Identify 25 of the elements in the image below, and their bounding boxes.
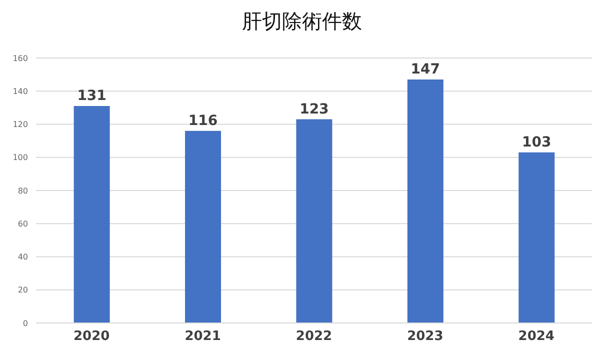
y-tick-label: 60 (18, 219, 28, 228)
x-tick-label: 2024 (518, 329, 554, 344)
y-tick-label: 80 (18, 186, 28, 196)
y-tick-label: 20 (18, 286, 28, 295)
data-label: 123 (300, 101, 329, 118)
y-tick-label: 0 (22, 318, 28, 328)
data-label: 147 (410, 62, 440, 78)
data-label: 116 (188, 112, 218, 129)
y-tick-label: 140 (12, 86, 28, 96)
data-label: 131 (77, 88, 106, 104)
y-tick-label: 120 (12, 120, 28, 130)
y-tick-label: 160 (12, 54, 28, 63)
x-tick-label: 2022 (296, 329, 332, 344)
bar (185, 130, 222, 323)
data-label: 103 (522, 134, 552, 150)
bar (518, 152, 555, 323)
x-tick-label: 2023 (407, 329, 444, 344)
y-tick-label: 40 (18, 252, 28, 262)
x-tick-label: 2021 (184, 329, 221, 344)
x-tick-label: 2020 (74, 329, 110, 344)
bar (407, 80, 444, 323)
y-tick-label: 100 (12, 153, 28, 162)
chart-title: 肝切除術件数 (241, 8, 363, 35)
bar (74, 106, 110, 323)
bar (296, 119, 332, 323)
